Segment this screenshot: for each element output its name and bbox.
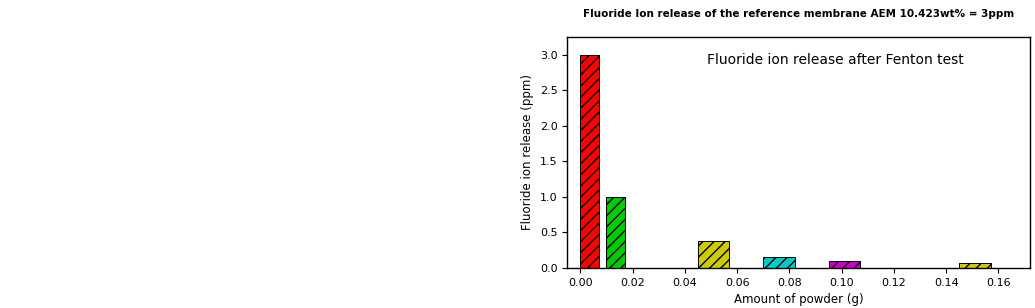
Bar xyxy=(959,263,990,268)
Bar xyxy=(763,257,795,268)
Text: Fluoride ion release after Fenton test: Fluoride ion release after Fenton test xyxy=(707,53,964,67)
Bar xyxy=(829,261,860,268)
Y-axis label: Fluoride ion release (ppm): Fluoride ion release (ppm) xyxy=(522,75,534,230)
Bar xyxy=(698,241,730,268)
Text: Fluoride Ion release of the reference membrane AEM 10.423wt% = 3ppm: Fluoride Ion release of the reference me… xyxy=(583,9,1014,19)
Bar xyxy=(581,55,598,268)
X-axis label: Amount of powder (g): Amount of powder (g) xyxy=(734,293,863,306)
Bar xyxy=(607,197,625,268)
